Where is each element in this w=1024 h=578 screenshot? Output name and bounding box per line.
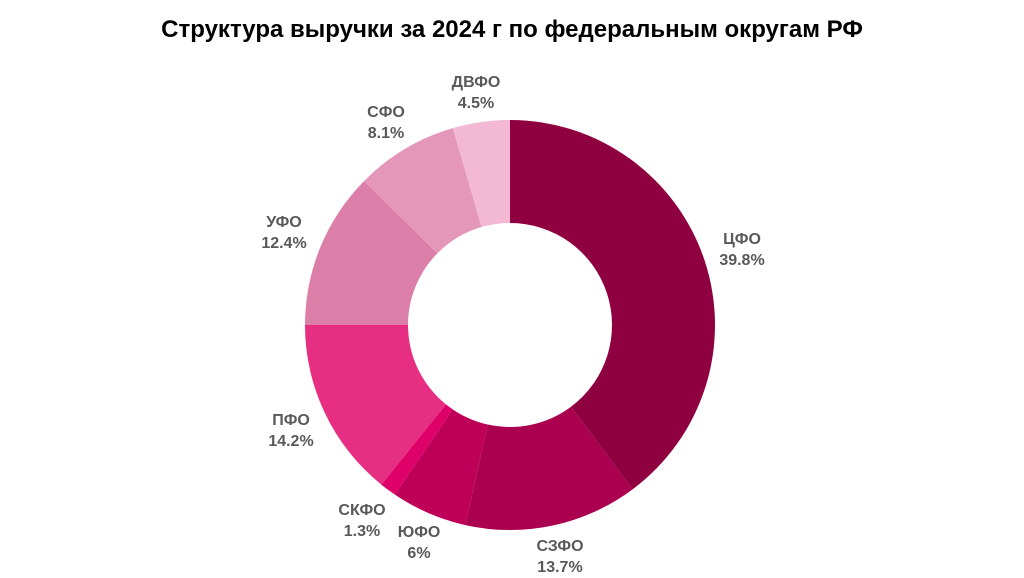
slice-ДВФО — [452, 120, 510, 228]
label-category: ЮФО — [397, 524, 441, 541]
label-category: СКФО — [338, 502, 386, 519]
label-value: 12.4% — [261, 235, 307, 252]
label-value: 13.7% — [537, 559, 583, 576]
data-label: ЮФО 6% — [398, 522, 441, 564]
label-value: 14.2% — [268, 433, 314, 450]
data-label: ПФО 14.2% — [268, 410, 313, 452]
data-label: ЦФО 39.8% — [719, 229, 764, 271]
data-label: ДВФО 4.5% — [452, 72, 501, 114]
data-label: СКФО 1.3% — [338, 500, 385, 542]
label-value: 1.3% — [343, 523, 381, 540]
label-category: СЗФО — [536, 538, 584, 555]
slice-СФО — [364, 128, 482, 254]
label-category: СФО — [367, 104, 405, 121]
data-label: СФО 8.1% — [367, 102, 405, 144]
label-value: 39.8% — [719, 252, 765, 269]
chart-title: Структура выручки за 2024 г по федеральн… — [161, 16, 863, 43]
label-category: ПФО — [272, 412, 310, 429]
slice-ЮФО — [394, 409, 488, 526]
slice-ЦФО — [510, 120, 716, 490]
label-category: УФО — [266, 214, 302, 231]
label-category: ДВФО — [451, 74, 501, 91]
slice-УФО — [305, 180, 438, 325]
data-label: СЗФО 13.7% — [536, 536, 583, 578]
label-category: ЦФО — [723, 231, 761, 248]
slice-СКФО — [381, 404, 453, 495]
label-value: 8.1% — [367, 125, 405, 142]
label-value: 4.5% — [457, 95, 495, 112]
slice-ПФО — [305, 325, 446, 485]
data-label: УФО 12.4% — [261, 212, 306, 254]
slice-СЗФО — [465, 406, 633, 530]
label-value: 6% — [407, 545, 431, 562]
